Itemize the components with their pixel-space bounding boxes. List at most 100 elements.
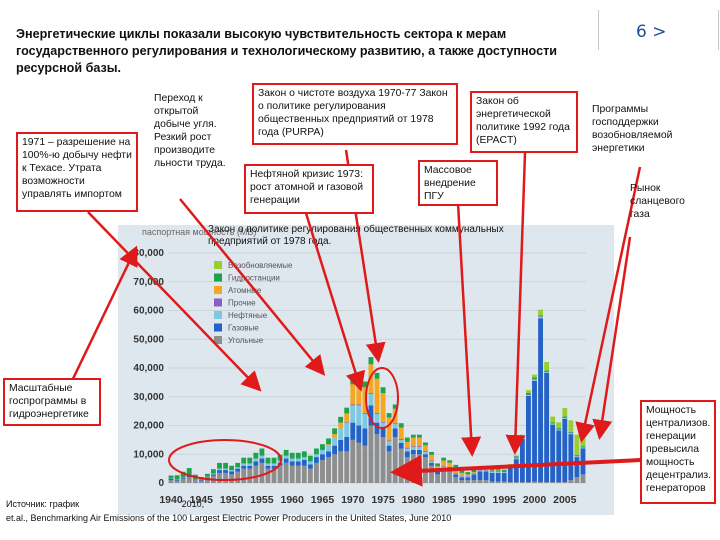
arrow-mass-ccgt bbox=[456, 202, 482, 457]
bar-segment bbox=[386, 413, 392, 418]
bar-segment bbox=[538, 315, 543, 317]
bar-segment bbox=[465, 480, 471, 483]
y-tick-label: 20,000 bbox=[133, 421, 164, 432]
bar-segment bbox=[313, 457, 319, 463]
bar-segment bbox=[580, 474, 586, 483]
bar-segment bbox=[435, 466, 441, 470]
bar-segment bbox=[568, 431, 574, 433]
bar-segment bbox=[471, 472, 477, 473]
chart-bars bbox=[168, 309, 586, 483]
bar-segment bbox=[495, 472, 501, 482]
bar-segment bbox=[392, 428, 398, 437]
bar-segment bbox=[441, 466, 447, 468]
bar-segment bbox=[338, 451, 344, 483]
bar-segment bbox=[307, 468, 313, 483]
bar-segment bbox=[459, 475, 465, 477]
arrow-renewables bbox=[575, 166, 642, 443]
bar-segment bbox=[465, 472, 471, 475]
bar-segment bbox=[313, 462, 319, 483]
bar-segment bbox=[453, 464, 459, 468]
bar-segment bbox=[326, 444, 331, 446]
bar-segment bbox=[501, 481, 507, 483]
bar-segment bbox=[368, 425, 374, 483]
bar-segment bbox=[235, 467, 241, 469]
bar-segment bbox=[186, 475, 192, 478]
bar-segment bbox=[253, 461, 259, 466]
bar-segment bbox=[326, 445, 331, 452]
bar-segment bbox=[198, 480, 204, 483]
bar-segment bbox=[344, 422, 350, 437]
bar-segment bbox=[501, 471, 507, 473]
bar-segment bbox=[580, 447, 586, 449]
bar-segment bbox=[556, 482, 562, 483]
bar-segment bbox=[247, 463, 253, 466]
bar-segment bbox=[241, 465, 247, 469]
arrow-shale bbox=[592, 236, 632, 440]
arrow-texas bbox=[87, 211, 262, 392]
bar-segment bbox=[211, 469, 216, 474]
bar-segment bbox=[471, 473, 477, 475]
legend-swatch bbox=[214, 323, 222, 332]
bar-segment bbox=[507, 482, 513, 483]
bar-segment bbox=[247, 457, 253, 464]
bar-segment bbox=[429, 454, 434, 461]
bar-segment bbox=[574, 477, 580, 483]
bar-segment bbox=[380, 437, 386, 483]
bar-segment bbox=[501, 472, 507, 473]
bar-segment bbox=[192, 479, 198, 481]
x-tick-label: 1955 bbox=[250, 494, 274, 506]
bar-segment bbox=[562, 482, 568, 483]
bar-segment bbox=[368, 364, 374, 394]
bar-segment bbox=[423, 454, 428, 458]
bar-segment bbox=[368, 393, 374, 406]
bar-segment bbox=[544, 361, 550, 371]
bar-segment bbox=[459, 480, 465, 483]
bar-segment bbox=[410, 437, 416, 447]
bar-segment bbox=[489, 481, 495, 483]
bar-segment bbox=[435, 463, 441, 467]
bar-segment bbox=[313, 448, 319, 455]
bar-segment bbox=[344, 422, 350, 423]
bar-segment bbox=[465, 475, 471, 477]
bar-segment bbox=[556, 428, 562, 429]
bar-segment bbox=[501, 470, 507, 472]
bar-segment bbox=[356, 384, 362, 405]
bar-segment bbox=[344, 413, 350, 423]
bar-segment bbox=[562, 417, 568, 419]
annotation-hydro: Масштабные госпрограммы в гидроэнергетик… bbox=[3, 378, 101, 426]
annotation-renewables: Программы господдержки возобновляемой эн… bbox=[592, 104, 673, 154]
bar-segment bbox=[253, 465, 259, 483]
bar-segment bbox=[326, 438, 331, 445]
bar-segment bbox=[526, 395, 531, 396]
bar-segment bbox=[471, 474, 477, 481]
bar-segment bbox=[241, 463, 247, 466]
bar-segment bbox=[229, 471, 235, 475]
bar-segment bbox=[374, 372, 380, 379]
bar-segment bbox=[398, 439, 404, 443]
bar-segment bbox=[489, 472, 495, 473]
circle-peak-1974 bbox=[365, 367, 399, 429]
bar-segment bbox=[423, 445, 428, 452]
bar-segment bbox=[241, 468, 247, 483]
legend-swatch bbox=[214, 286, 222, 294]
capacity-chart-svg: 0 10,000 20,000 30,000 40,000 50,000 60,000 70,… bbox=[133, 227, 586, 506]
legend-label: Угольные bbox=[228, 336, 264, 345]
bar-segment bbox=[283, 449, 289, 456]
bar-segment bbox=[404, 451, 410, 458]
bar-segment bbox=[562, 418, 568, 419]
bar-segment bbox=[259, 448, 265, 456]
bar-segment bbox=[441, 471, 447, 483]
bar-segment bbox=[398, 439, 404, 440]
bar-segment bbox=[556, 422, 562, 429]
source-note: Источник: график 2010, et.al., Benchmark… bbox=[6, 497, 526, 525]
bar-segment bbox=[223, 470, 228, 473]
bar-segment bbox=[532, 380, 537, 482]
bar-segment bbox=[283, 458, 289, 463]
bar-segment bbox=[356, 425, 362, 443]
bar-segment bbox=[332, 434, 338, 437]
bar-segment bbox=[392, 404, 398, 409]
x-tick-label: 2000 bbox=[523, 494, 547, 506]
bar-segment bbox=[356, 404, 362, 406]
x-tick-label: 1980 bbox=[402, 494, 426, 506]
x-tick-label: 1985 bbox=[432, 494, 456, 506]
